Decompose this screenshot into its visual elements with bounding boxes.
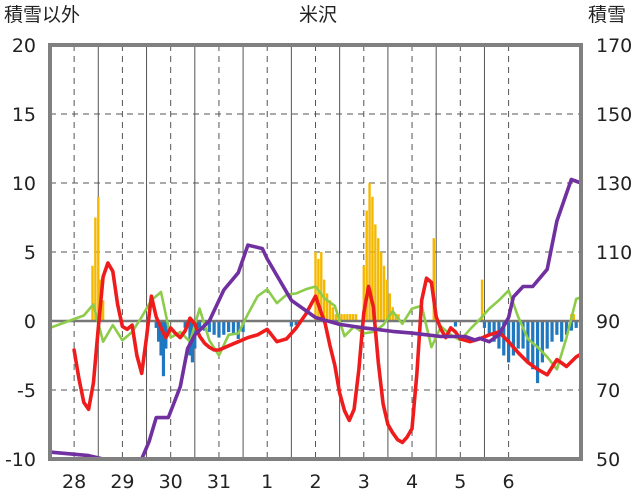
x-tick-label: 6 — [503, 471, 515, 493]
bar-series — [91, 183, 578, 384]
snow_change-bar — [511, 321, 516, 356]
precip-bar — [379, 252, 383, 321]
snow_change-bar — [453, 321, 458, 327]
x-tick-label: 31 — [207, 471, 231, 493]
x-tick-label: 29 — [110, 471, 134, 493]
snow_change-bar — [545, 321, 549, 349]
precip-bar — [322, 279, 326, 321]
precip-bar — [320, 252, 323, 321]
precip-bar — [346, 314, 349, 321]
x-tick-label: 4 — [406, 471, 418, 493]
precip-bar — [365, 210, 368, 321]
snow_change-bar — [516, 321, 520, 349]
precip-bar — [340, 314, 343, 321]
x-tick-label: 28 — [62, 471, 86, 493]
precip-bar — [382, 265, 386, 321]
snow_change-bar — [212, 321, 216, 335]
precip-bar — [377, 238, 380, 321]
left-axis-label: 積雪以外 — [4, 4, 80, 26]
snow_change-bar — [574, 321, 578, 328]
right-tick-label: 90 — [596, 311, 620, 333]
precip-bar — [368, 183, 371, 321]
snow_change-bar — [159, 321, 163, 356]
snow_change-bar — [294, 321, 298, 326]
right-tick-label: 130 — [596, 173, 632, 195]
x-tick-label: 1 — [261, 471, 273, 493]
snow_change-bar — [521, 321, 525, 349]
snow_change-bar — [540, 321, 544, 363]
right-tick-label: 70 — [596, 380, 620, 402]
precip-bar — [325, 293, 329, 321]
precip-bar — [351, 314, 355, 321]
precip-bar — [349, 314, 352, 321]
precip-bar — [91, 265, 94, 321]
left-tick-label: 5 — [24, 242, 36, 264]
snow_change-bar — [222, 321, 226, 335]
snow_depth-line — [48, 177, 583, 461]
precip-bar — [432, 238, 435, 321]
snow_change-bar — [560, 321, 564, 342]
x-tick-label: 5 — [454, 471, 466, 493]
snow_change-bar — [289, 321, 293, 327]
line-series — [48, 177, 583, 461]
precip-bar — [371, 196, 374, 321]
snow_change-bar — [492, 321, 496, 342]
temperature-line — [72, 261, 583, 445]
snow_change-bar — [569, 321, 573, 331]
precip-bar — [97, 196, 100, 321]
snow_change-bar — [550, 321, 554, 342]
right-tick-label: 50 — [596, 449, 620, 471]
precip-bar — [362, 265, 365, 321]
precip-bar — [94, 217, 97, 321]
precip-bar — [480, 279, 484, 321]
snow_change-bar — [555, 321, 559, 335]
wind-line — [48, 285, 583, 371]
precip-bar — [334, 314, 337, 321]
snow_change-bar — [183, 321, 187, 328]
left-tick-label: -5 — [17, 380, 36, 402]
snow_change-bar — [526, 321, 530, 363]
snow_change-bar — [487, 321, 491, 335]
right-tick-label: 150 — [596, 104, 632, 126]
precip-bar — [391, 307, 394, 321]
x-tick-label: 30 — [159, 471, 183, 493]
precip-bar — [331, 307, 335, 321]
snow_change-bar — [157, 321, 161, 342]
snow_change-bar — [161, 321, 166, 377]
precip-bar — [385, 279, 389, 321]
snow_change-bar — [564, 321, 569, 335]
right-tick-label: 110 — [596, 242, 632, 264]
x-tick-label: 2 — [309, 471, 321, 493]
precip-bar — [572, 314, 575, 321]
left-tick-label: 10 — [12, 173, 36, 195]
snow_change-bar — [217, 321, 221, 338]
right-axis-label: 積雪 — [588, 4, 626, 26]
left-tick-label: 0 — [24, 311, 36, 333]
right-tick-label: 170 — [596, 35, 632, 57]
snow_change-bar — [531, 321, 535, 370]
precip-bar — [328, 300, 332, 321]
precip-bar — [394, 314, 397, 321]
x-tick-label: 3 — [358, 471, 370, 493]
snow_change-bar — [482, 321, 487, 328]
snow_change-bar — [207, 321, 211, 333]
precip-bar — [354, 314, 358, 321]
left-tick-label: 20 — [12, 35, 36, 57]
snow_change-bar — [227, 321, 231, 333]
chart-title: 米沢 — [299, 4, 337, 26]
left-tick-label: -10 — [5, 449, 36, 471]
snow_change-bar — [231, 321, 236, 335]
precip-bar — [343, 314, 346, 321]
snow_change-bar — [236, 321, 240, 339]
precip-bar — [374, 224, 377, 321]
precip-bar — [388, 293, 392, 321]
snow_change-bar — [535, 321, 540, 384]
plot-frame — [48, 43, 583, 461]
snow_change-bar — [154, 321, 158, 328]
snow_change-bar — [198, 321, 202, 328]
precip-bar — [101, 300, 105, 321]
left-tick-label: 15 — [12, 104, 36, 126]
